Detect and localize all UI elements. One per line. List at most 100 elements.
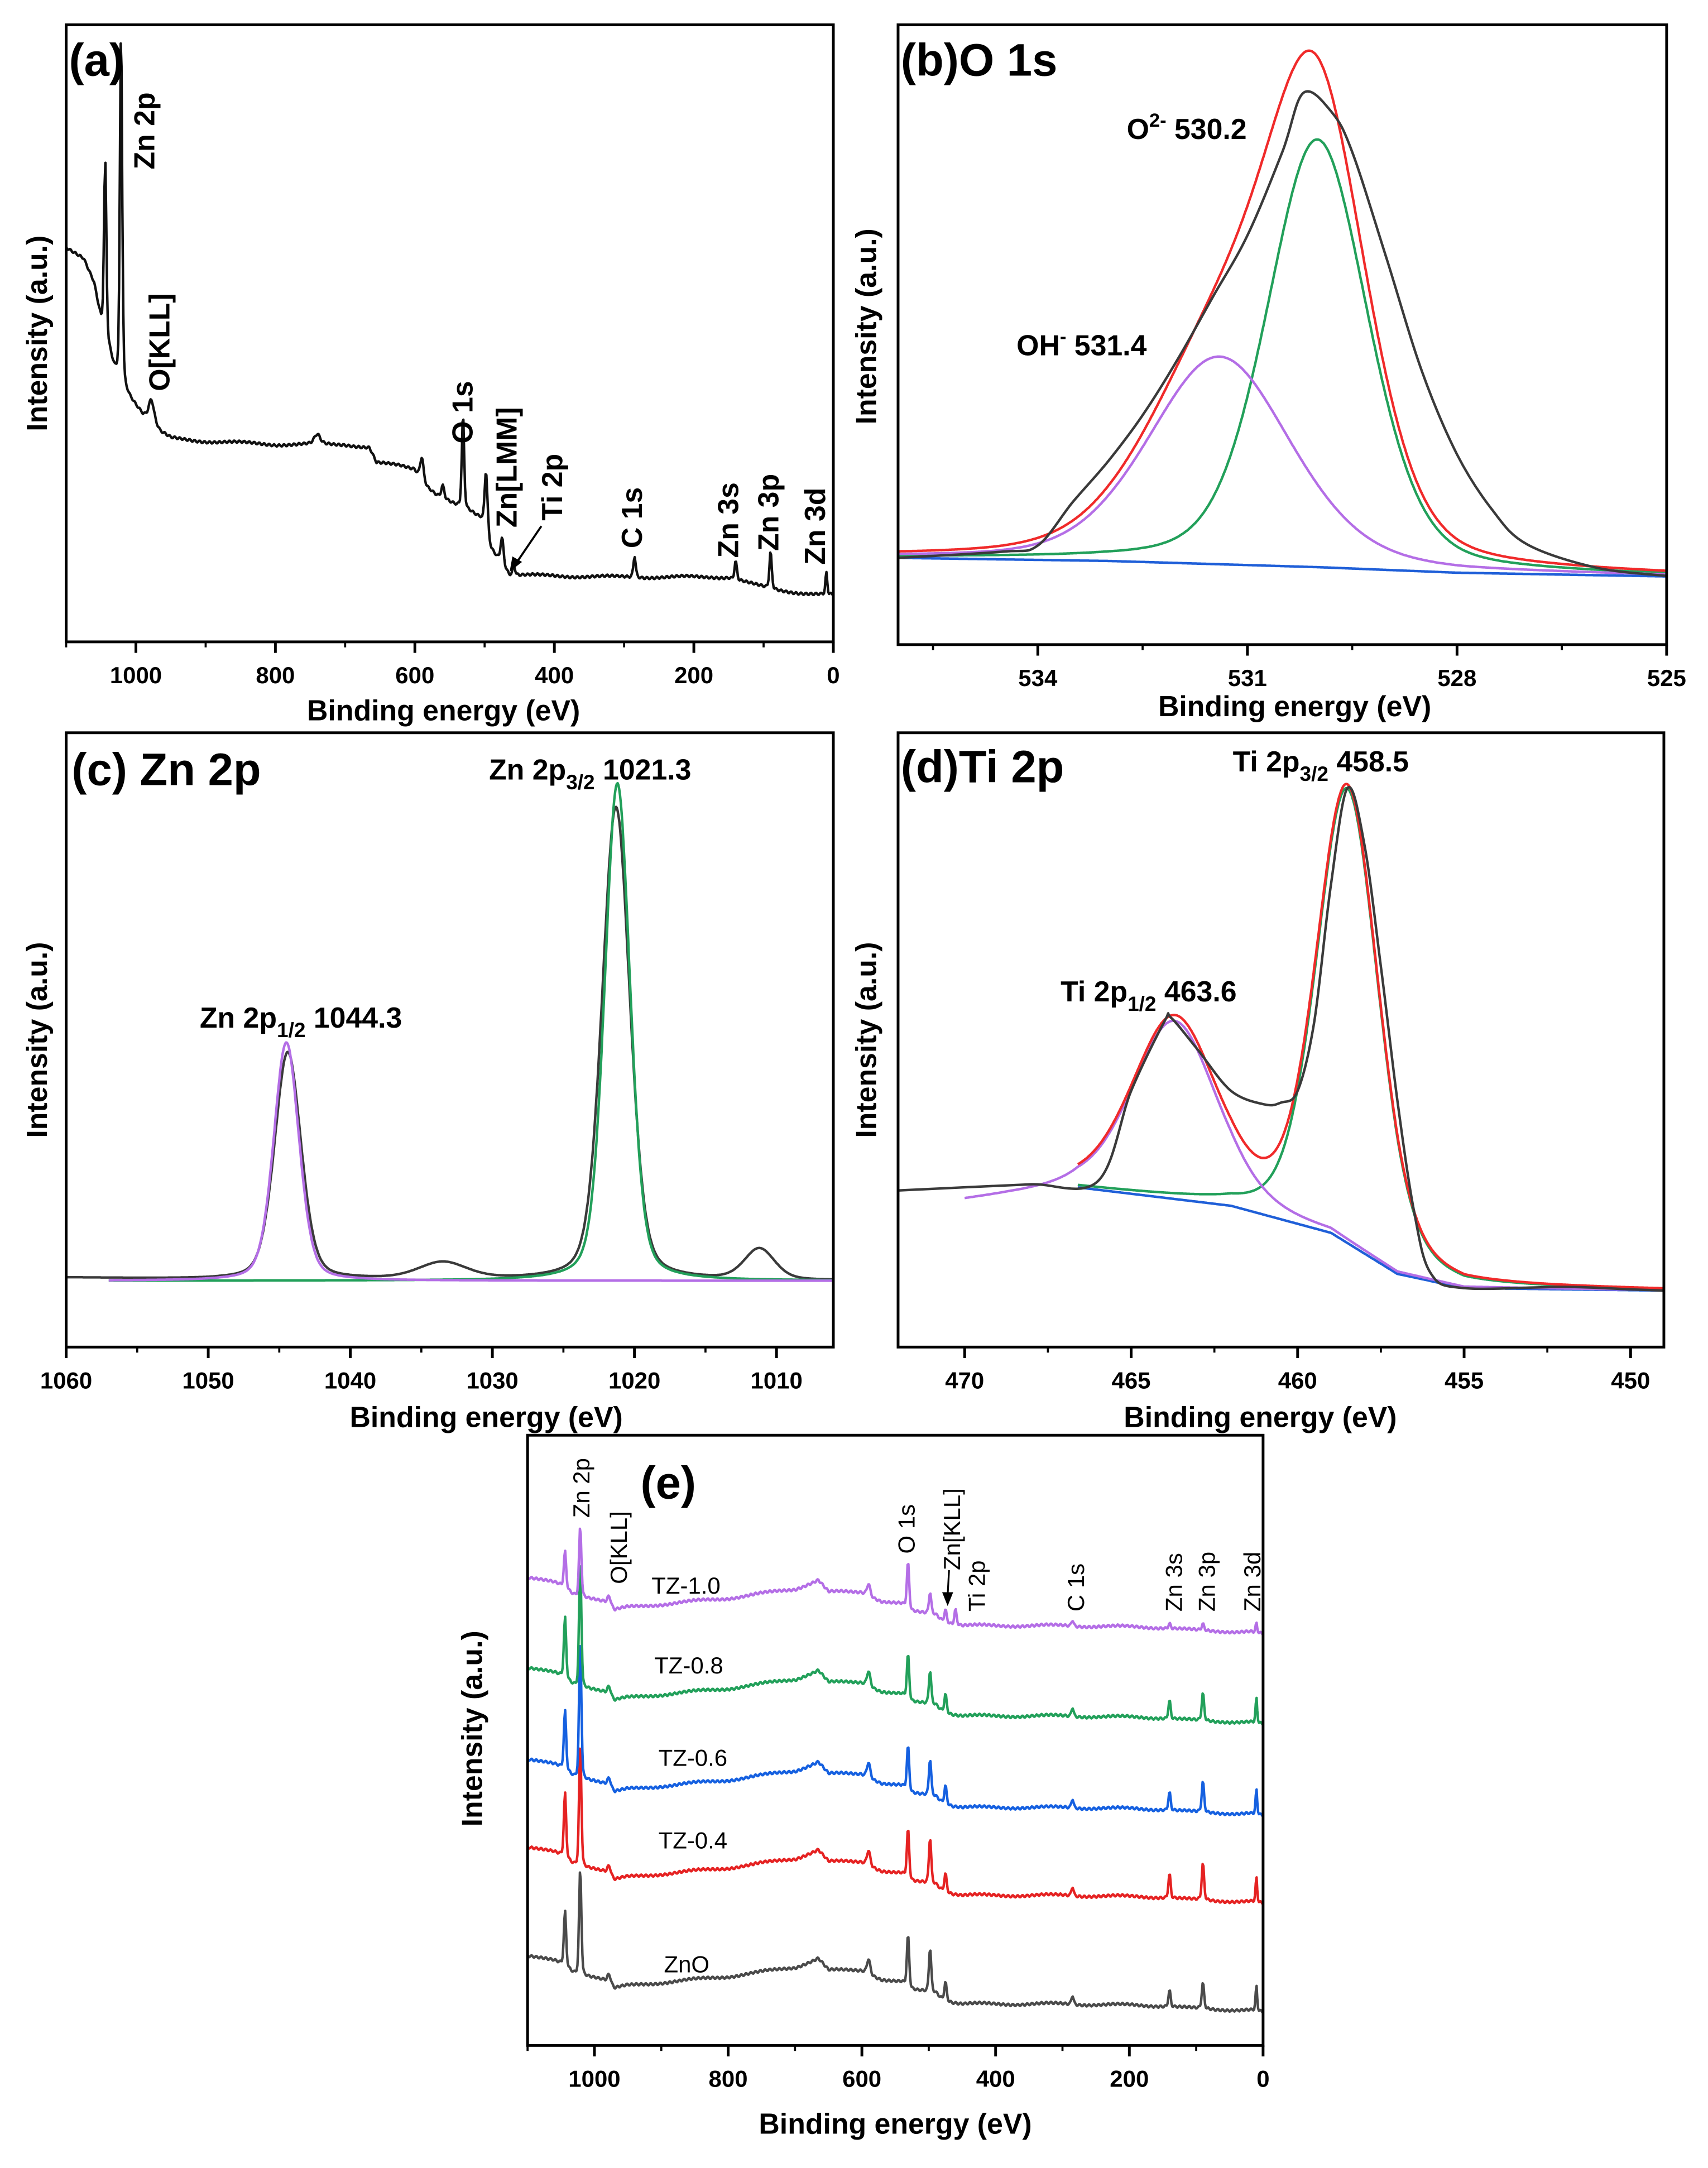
label-o1s: O 1s <box>446 381 478 443</box>
panel-c-frame <box>65 731 835 1349</box>
label-main: Ti 2p <box>1233 745 1300 778</box>
axes-layer: 1000 800 600 400 200 0 534 531 528 525 1060 1050 104… <box>40 23 1686 2092</box>
panel-e-series-tz-0-6 <box>527 1645 1263 1817</box>
panel-e-series-tz-1-0 <box>527 1527 1263 1636</box>
panel-c-title: (c) Zn 2p <box>71 745 261 795</box>
series-label-tz10: TZ-1.0 <box>651 1572 721 1599</box>
label-zn3d: Zn 3d <box>799 488 831 565</box>
panel-a-plot-area <box>66 42 833 597</box>
panel-c-series-zn-2p1-2-fit <box>108 1041 833 1282</box>
label-sub: 3/2 <box>1300 762 1328 785</box>
panel-b-series-oh-531-4 <box>898 355 1667 576</box>
label-e-okll: O[KLL] <box>606 1511 632 1584</box>
panel-e-tick-label: 1000 <box>568 2065 620 2092</box>
panel-d-tick-label: 460 <box>1278 1367 1317 1393</box>
panel-e-tick-label: 400 <box>976 2065 1015 2092</box>
panel-a-title: (a) <box>69 35 124 86</box>
panel-a-ylabel: Intensity (a.u.) <box>21 236 53 431</box>
series-label-tz04: TZ-0.4 <box>659 1828 728 1854</box>
panel-a-tick-label: 400 <box>535 662 574 688</box>
panel-e-tick-label: 600 <box>842 2065 881 2092</box>
panel-e-ylabel: Intensity (a.u.) <box>456 1630 488 1826</box>
panel-b-series-o2-530-2 <box>898 138 1667 574</box>
label-sub: 1/2 <box>1128 992 1156 1015</box>
panel-d-plot-area <box>898 783 1664 1292</box>
panel-e-frame <box>526 1433 1265 2047</box>
label-value: 531.4 <box>1066 329 1146 362</box>
label-sub: 1/2 <box>277 1018 305 1042</box>
panel-d-tick-label: 455 <box>1445 1367 1484 1393</box>
panel-c-tick-label: 1010 <box>751 1367 803 1393</box>
label-okll: O[KLL] <box>143 293 176 391</box>
series-label-tz06: TZ-0.6 <box>659 1744 728 1771</box>
panel-e-tick-label: 0 <box>1256 2065 1269 2092</box>
panel-c-plot-area <box>66 781 833 1282</box>
panel-a-tick-label: 800 <box>256 662 295 688</box>
panel-a-tick-label: 200 <box>674 662 713 688</box>
panel-b-frame <box>896 23 1668 646</box>
panel-e-tick-label: 800 <box>709 2065 748 2092</box>
label-ti2p32: Ti 2p3/2 458.5 <box>1233 745 1409 785</box>
label-main: Ti 2p <box>1061 975 1128 1008</box>
label-e-zn3s: Zn 3s <box>1160 1553 1187 1611</box>
panel-b: (b)O 1s Binding energy (eV) Intensity (a… <box>850 35 1431 722</box>
arrow-head <box>510 556 522 572</box>
label-oh-peak: OH- 531.4 <box>1016 326 1146 361</box>
label-ti2p: Ti 2p <box>536 454 568 521</box>
label-value: 1044.3 <box>305 1001 402 1034</box>
panel-d-series-background <box>1077 1186 1664 1292</box>
label-e-zn2p: Zn 2p <box>568 1458 594 1518</box>
label-sup: 2- <box>1149 110 1167 131</box>
panel-a-tick-label: 1000 <box>110 662 162 688</box>
panel-b-tick-label: 528 <box>1437 665 1476 691</box>
panel-a-tick-label: 0 <box>827 662 839 688</box>
panel-d-xlabel: Binding energy (eV) <box>1124 1400 1397 1433</box>
label-e-zn3d: Zn 3d <box>1239 1552 1265 1611</box>
panel-b-series-envelope <box>898 49 1667 572</box>
label-main: OH <box>1016 329 1060 362</box>
panel-b-title: (b)O 1s <box>901 35 1057 86</box>
panel-d-tick-label: 470 <box>945 1367 984 1393</box>
label-zn3s: Zn 3s <box>712 482 745 558</box>
label-main: Zn 2p <box>489 754 566 786</box>
label-main: Zn 2p <box>200 1001 277 1034</box>
label-ti2p12: Ti 2p1/2 463.6 <box>1061 975 1236 1015</box>
label-zn2p32: Zn 2p3/2 1021.3 <box>489 754 691 794</box>
panel-d-series-ti-2p1-2-fit <box>964 1019 1664 1292</box>
label-zn2p12: Zn 2p1/2 1044.3 <box>200 1001 402 1042</box>
panel-b-tick-label: 531 <box>1228 665 1267 691</box>
panel-c-tick-label: 1060 <box>40 1367 92 1393</box>
panel-e-tick-label: 200 <box>1110 2065 1149 2092</box>
panel-a-series-survey <box>66 42 833 597</box>
arrow-ti2p <box>514 525 543 565</box>
label-sub: 3/2 <box>566 770 594 794</box>
panel-a-xlabel: Binding energy (eV) <box>307 694 580 727</box>
label-e-c1s: C 1s <box>1063 1563 1089 1611</box>
panel-c: (c) Zn 2p Binding energy (eV) Intensity … <box>21 745 691 1433</box>
panel-b-tick-label: 525 <box>1647 665 1686 691</box>
panel-c-tick-label: 1050 <box>182 1367 234 1393</box>
label-value: 463.6 <box>1157 975 1237 1008</box>
label-sup: - <box>1060 326 1067 347</box>
series-label-zno: ZnO <box>664 1951 709 1978</box>
panel-d-series-envelope <box>1077 783 1664 1290</box>
panel-e-series-tz-0-8 <box>527 1565 1263 1726</box>
panel-d-tick-label: 450 <box>1611 1367 1650 1393</box>
panel-e-plot-area <box>527 1527 1263 2014</box>
panel-c-series-experimental <box>66 805 833 1281</box>
panel-e-xlabel: Binding energy (eV) <box>759 2107 1031 2140</box>
label-e-zn3p: Zn 3p <box>1194 1552 1220 1611</box>
label-znlmm: Zn[LMM] <box>490 407 522 527</box>
panel-a-tick-label: 600 <box>395 662 434 688</box>
label-zn2p: Zn 2p <box>128 92 160 169</box>
panel-e: (e) Binding energy (eV) Intensity (a.u.)… <box>456 1458 1265 2140</box>
panel-a-frame <box>65 23 835 644</box>
label-zn3p: Zn 3p <box>752 474 784 551</box>
arrow-znkll <box>947 1570 950 1595</box>
label-e-ti2p: Ti 2p <box>963 1560 990 1611</box>
panel-e-series-tz-0-4 <box>527 1747 1263 1906</box>
panel-d-title: (d)Ti 2p <box>901 742 1064 793</box>
panel-c-xlabel: Binding energy (eV) <box>350 1400 623 1433</box>
panel-d-ylabel: Intensity (a.u.) <box>850 942 882 1138</box>
